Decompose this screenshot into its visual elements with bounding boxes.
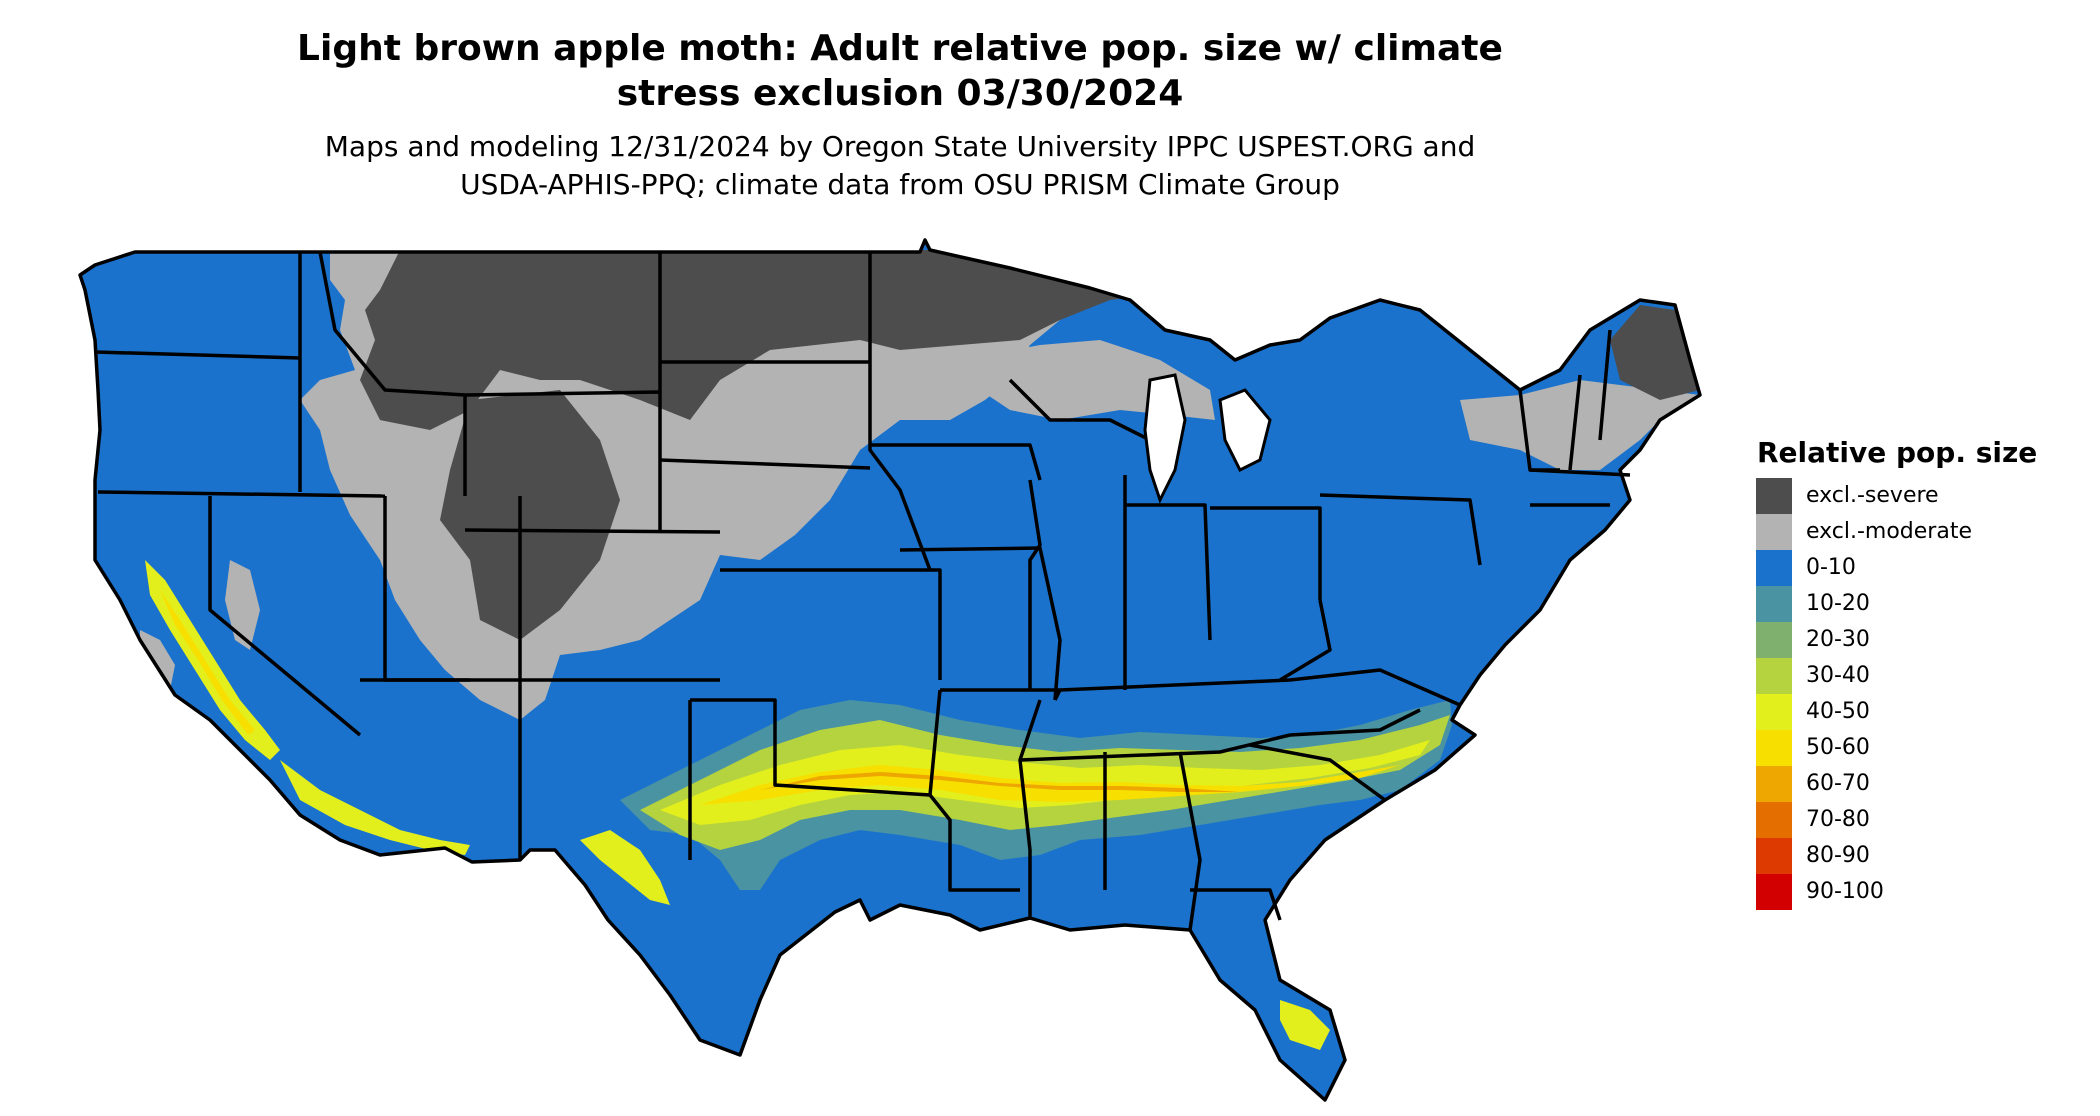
legend-swatch xyxy=(1756,622,1792,658)
legend-swatch xyxy=(1756,586,1792,622)
legend-item: 10-20 xyxy=(1756,586,2086,622)
boundary-al-ga xyxy=(1178,751,1202,931)
legend-item: 80-90 xyxy=(1756,838,2086,874)
legend-label: 30-40 xyxy=(1806,663,1870,688)
boundary-wv xyxy=(1279,599,1332,682)
legend-item: 60-70 xyxy=(1756,766,2086,802)
boundary-id-mt xyxy=(318,251,467,496)
boundary-ok xyxy=(690,689,942,797)
boundary-ga-sc xyxy=(1249,743,1387,802)
legend-items: excl.-severe excl.-moderate 0-10 10-20 20-30… xyxy=(1756,478,2086,910)
legend-swatch xyxy=(1756,838,1792,874)
legend-label: excl.-moderate xyxy=(1806,519,1972,544)
boundary-tn-south xyxy=(1019,733,1291,762)
legend-item: 0-10 xyxy=(1756,550,2086,586)
raster-zone-excl-severe-maine xyxy=(1610,305,1700,400)
raster-zone-50-60-california xyxy=(160,590,255,735)
great-lakes xyxy=(1143,373,1272,504)
legend-item: 20-30 xyxy=(1756,622,2086,658)
boundary-pa xyxy=(1319,493,1482,566)
us-map xyxy=(78,238,1702,1102)
map-subtitle-line-2: USDA-APHIS-PPQ; climate data from OSU PR… xyxy=(460,168,1340,201)
legend-item: 30-40 xyxy=(1756,658,2086,694)
boundary-wa-or xyxy=(94,350,301,360)
legend-swatch xyxy=(1756,874,1792,910)
raster-zone-60-70-band xyxy=(760,772,1240,792)
legend-label: 90-100 xyxy=(1806,879,1884,904)
map-subtitle: Maps and modeling 12/31/2024 by Oregon S… xyxy=(140,128,1660,204)
legend-label: 60-70 xyxy=(1806,771,1870,796)
legend-label: 50-60 xyxy=(1806,735,1870,760)
map-title: Light brown apple moth: Adult relative p… xyxy=(140,26,1660,116)
legend-item: 40-50 xyxy=(1756,694,2086,730)
boundary-wi-il xyxy=(1028,479,1042,690)
map-title-line-1: Light brown apple moth: Adult relative p… xyxy=(297,28,1503,69)
legend-item: 50-60 xyxy=(1756,730,2086,766)
lake-huron xyxy=(1218,388,1272,473)
raster-zone-40-50-florida xyxy=(1280,1000,1330,1050)
legend-label: 80-90 xyxy=(1806,843,1870,868)
legend-item: excl.-severe xyxy=(1756,478,2086,514)
legend-label: 70-80 xyxy=(1806,807,1870,832)
legend-label: excl.-severe xyxy=(1806,483,1939,508)
legend-item: 70-80 xyxy=(1756,802,2086,838)
boundary-ar-la xyxy=(928,793,1020,892)
boundary-ca-nv xyxy=(208,496,362,737)
legend-label: 40-50 xyxy=(1806,699,1870,724)
lake-michigan xyxy=(1143,373,1187,504)
boundary-wy-co xyxy=(464,528,721,534)
boundary-sd-ne xyxy=(659,458,871,470)
raster-zone-excl-severe-rockies xyxy=(440,390,620,640)
legend: Relative pop. size excl.-severe excl.-mod… xyxy=(1756,436,2086,910)
legend-item: 90-100 xyxy=(1756,874,2086,910)
boundary-nd-mn xyxy=(868,252,932,571)
state-boundaries xyxy=(78,238,1702,1102)
boundary-vt-nh xyxy=(1568,374,1582,471)
legend-swatch xyxy=(1756,658,1792,694)
legend-swatch xyxy=(1756,550,1792,586)
boundary-ga-fl xyxy=(1190,888,1282,921)
boundary-nh-me xyxy=(1598,329,1612,441)
legend-item: excl.-moderate xyxy=(1756,514,2086,550)
raster-zone-40-50-southwest xyxy=(280,760,470,855)
legend-label: 20-30 xyxy=(1806,627,1870,652)
raster-zone-40-50-texas-west xyxy=(580,830,670,905)
boundary-ia-mo xyxy=(899,546,1062,701)
boundary-in-oh xyxy=(1125,503,1212,641)
legend-label: 10-20 xyxy=(1806,591,1870,616)
legend-swatch xyxy=(1756,478,1792,514)
raster-zone-excl-severe-north xyxy=(360,250,1200,430)
legend-swatch xyxy=(1756,802,1792,838)
boundary-nc-sc xyxy=(1289,708,1421,737)
raster-zone-excl-moderate-sierra xyxy=(225,560,260,650)
boundary-ma xyxy=(1529,468,1631,477)
boundary-wi-mi xyxy=(1008,378,1151,442)
legend-label: 0-10 xyxy=(1806,555,1856,580)
boundary-ms-river xyxy=(1018,699,1042,918)
raster-zone-40-50-california xyxy=(145,560,280,760)
boundary-oh-pa xyxy=(1210,506,1322,600)
map-title-line-2: stress exclusion 03/30/2024 xyxy=(616,73,1184,114)
legend-swatch xyxy=(1756,730,1792,766)
legend-title: Relative pop. size xyxy=(1757,436,2038,469)
us-outline xyxy=(78,238,1702,1102)
boundary-tn-north xyxy=(1059,668,1461,707)
legend-swatch xyxy=(1756,694,1792,730)
boundary-mn-ia xyxy=(870,443,1042,481)
legend-swatch xyxy=(1756,766,1792,802)
boundary-ne-ks xyxy=(720,568,942,680)
map-subtitle-line-1: Maps and modeling 12/31/2024 by Oregon S… xyxy=(324,130,1476,163)
boundary-or-ca-nv xyxy=(97,490,386,498)
legend-swatch xyxy=(1756,514,1792,550)
